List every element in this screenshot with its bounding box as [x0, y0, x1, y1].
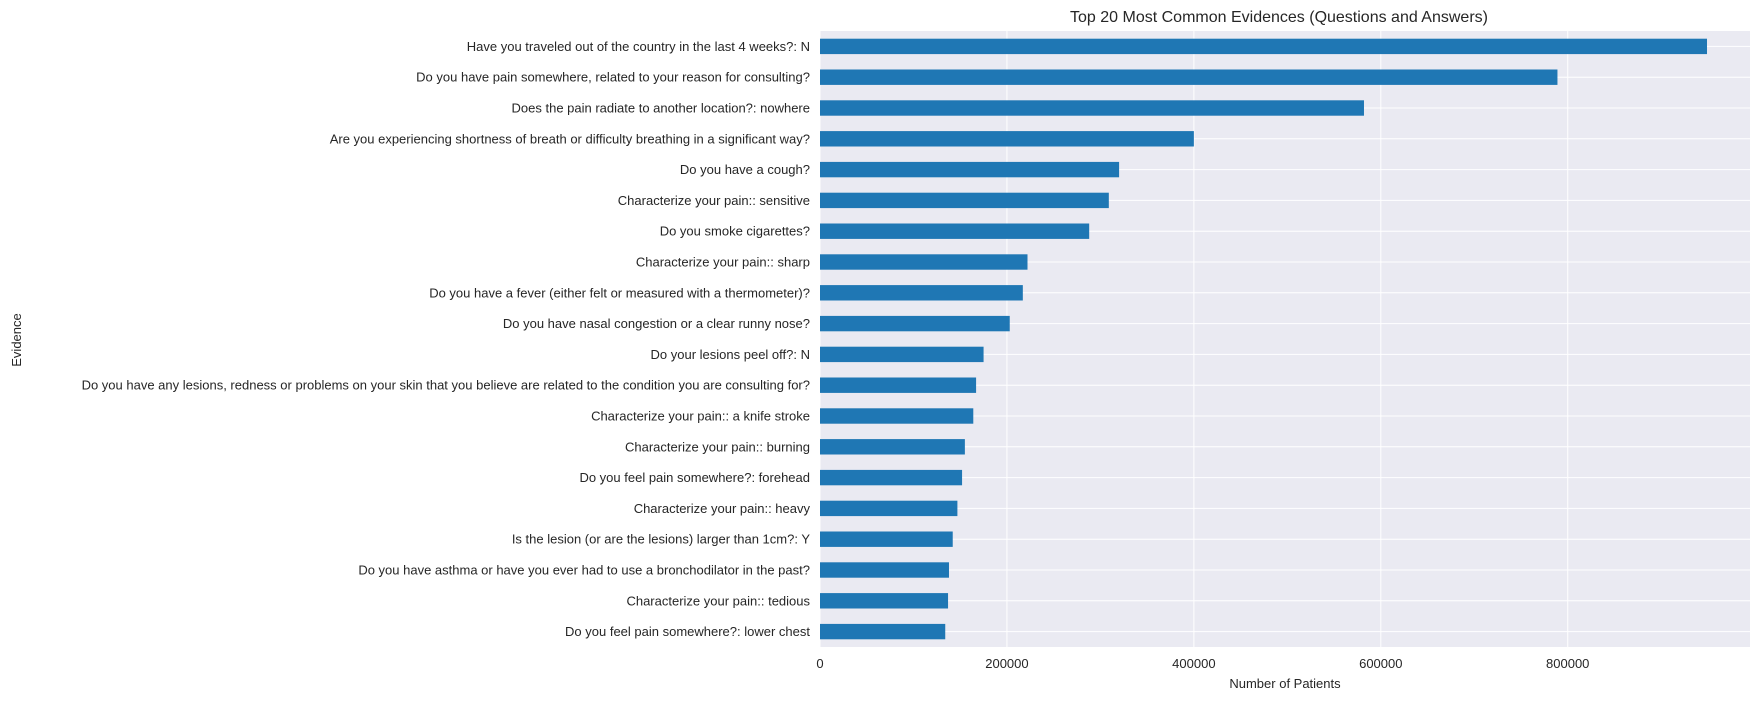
bar: [820, 500, 958, 517]
bar: [820, 131, 1194, 147]
y-tick-label: Are you experiencing shortness of breath…: [330, 131, 810, 146]
bar: [820, 562, 949, 578]
y-tick-label: Do you have pain somewhere, related to y…: [416, 70, 810, 85]
bar: [820, 346, 984, 363]
y-tick-label: Do you have a cough?: [680, 162, 810, 177]
y-tick-label: Do you have nasal congestion or a clear …: [503, 316, 810, 331]
bar: [820, 469, 963, 486]
bar: [820, 593, 949, 609]
y-tick-label: Do you have any lesions, redness or prob…: [82, 378, 810, 393]
bar: [820, 531, 953, 547]
y-tick-label: Do you smoke cigarettes?: [660, 224, 810, 239]
x-tick-label: 0: [816, 656, 823, 671]
y-tick-label: Characterize your pain:: a knife stroke: [591, 409, 810, 424]
plot-area: [820, 31, 1750, 647]
bar: [820, 192, 1109, 209]
y-tick-label: Characterize your pain:: burning: [625, 439, 810, 454]
y-tick-label: Have you traveled out of the country in …: [467, 39, 810, 54]
bar: [820, 285, 1023, 301]
bar: [820, 439, 965, 455]
x-tick-label: 200000: [985, 656, 1028, 671]
bar: [820, 69, 1558, 85]
x-axis-label: Number of Patients: [1229, 676, 1341, 691]
y-tick-labels: Have you traveled out of the country in …: [82, 39, 811, 639]
bar: [820, 100, 1364, 116]
bar: [820, 408, 974, 424]
y-tick-label: Do you feel pain somewhere?: lower chest: [565, 624, 810, 639]
y-tick-label: Characterize your pain:: sharp: [636, 255, 810, 270]
bar: [820, 254, 1028, 270]
bar: [820, 161, 1120, 178]
x-tick-label: 600000: [1359, 656, 1402, 671]
bar: [820, 623, 946, 640]
y-tick-label: Do your lesions peel off?: N: [651, 347, 810, 362]
bars: [820, 38, 1708, 640]
x-tick-label: 400000: [1172, 656, 1215, 671]
bar: [820, 377, 977, 393]
y-tick-label: Do you have asthma or have you ever had …: [358, 563, 810, 578]
bar: [820, 38, 1708, 55]
x-tick-label: 800000: [1546, 656, 1589, 671]
chart-title: Top 20 Most Common Evidences (Questions …: [1070, 9, 1488, 26]
y-tick-label: Does the pain radiate to another locatio…: [512, 101, 810, 116]
bar: [820, 223, 1090, 239]
y-tick-label: Do you have a fever (either felt or meas…: [429, 285, 810, 300]
y-tick-label: Do you feel pain somewhere?: forehead: [579, 470, 810, 485]
y-tick-label: Is the lesion (or are the lesions) large…: [512, 532, 811, 547]
y-tick-label: Characterize your pain:: heavy: [634, 501, 811, 516]
x-tick-labels: 0 200000 400000 600000 800000: [816, 656, 1589, 671]
y-tick-label: Characterize your pain:: sensitive: [618, 193, 810, 208]
y-tick-label: Characterize your pain:: tedious: [626, 593, 810, 608]
bar: [820, 315, 1010, 332]
y-axis-label: Evidence: [9, 313, 24, 366]
